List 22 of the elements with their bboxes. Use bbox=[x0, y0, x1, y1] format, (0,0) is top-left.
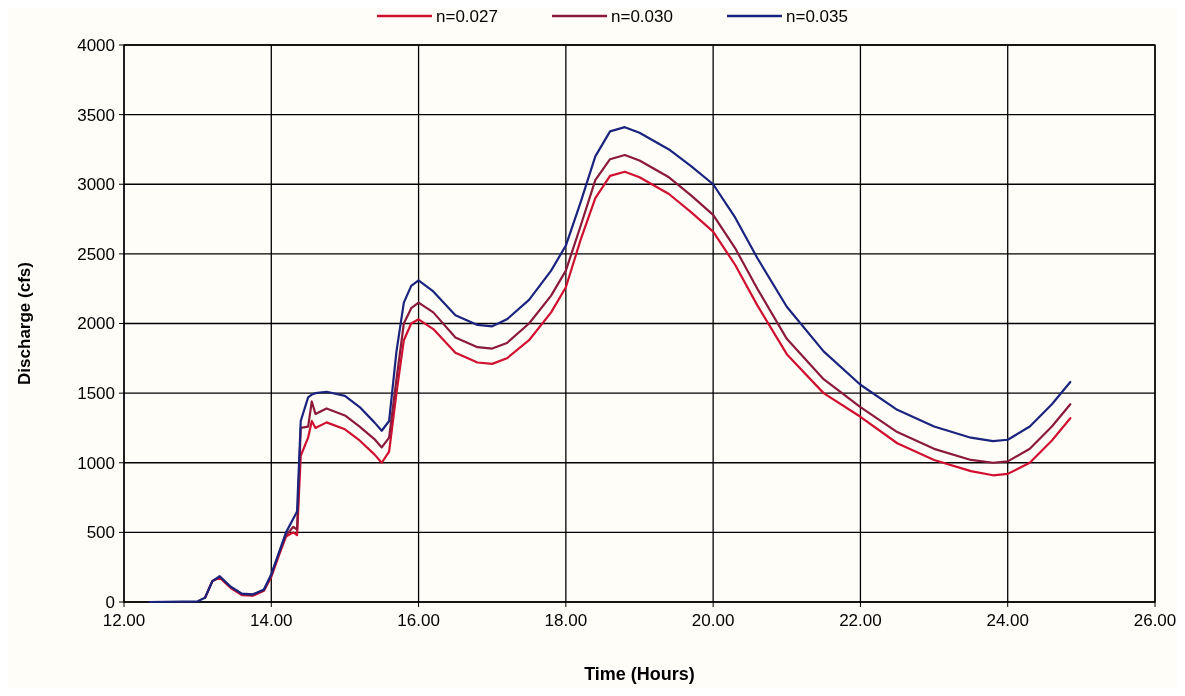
x-tick-label: 18.00 bbox=[544, 611, 588, 630]
y-tick-label: 2500 bbox=[77, 244, 115, 264]
x-tick-label: 24.00 bbox=[986, 611, 1029, 630]
y-tick-label: 3500 bbox=[77, 105, 115, 125]
y-tick-label: 2000 bbox=[77, 314, 115, 334]
x-tick-label: 22.00 bbox=[839, 611, 882, 630]
x-tick-label: 20.00 bbox=[691, 611, 735, 630]
x-tick-label: 14.00 bbox=[250, 611, 293, 630]
y-tick-label: 1000 bbox=[77, 453, 115, 473]
x-tick-label: 16.00 bbox=[397, 611, 440, 630]
legend-label: n=0.027 bbox=[436, 7, 498, 26]
y-tick-label: 0 bbox=[105, 592, 115, 612]
y-tick-label: 500 bbox=[86, 523, 115, 543]
legend-label: n=0.030 bbox=[611, 7, 673, 26]
y-axis-title: Discharge (cfs) bbox=[15, 262, 34, 385]
legend-label: n=0.035 bbox=[786, 7, 848, 26]
x-axis-title: Time (Hours) bbox=[584, 664, 695, 684]
y-tick-label: 4000 bbox=[77, 35, 115, 55]
x-tick-label: 26.00 bbox=[1133, 611, 1177, 630]
y-tick-label: 3000 bbox=[77, 175, 115, 195]
x-tick-label: 12.00 bbox=[102, 611, 146, 630]
y-tick-label: 1500 bbox=[77, 384, 115, 404]
